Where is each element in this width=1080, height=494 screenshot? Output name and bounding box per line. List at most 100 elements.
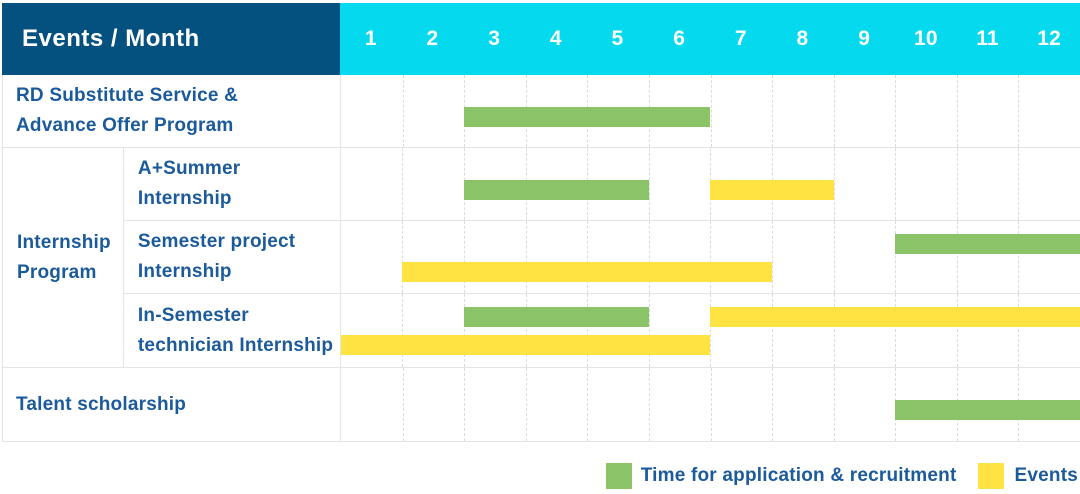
month-gridline [1018,294,1020,367]
gantt-chart-cell [339,148,1080,220]
month-gridline [1018,148,1020,220]
month-header-cell: 6 [673,27,686,50]
table-header-row: Events / Month 1 2 3 4 5 6 7 8 9 10 11 12 [2,3,1080,75]
legend-application-label: Time for application & recruitment [640,465,957,486]
month-header-cell: 10 [913,27,938,50]
month-gridline [648,294,650,367]
month-header-cell: 1 [364,27,377,50]
legend-events-label: Events [1014,465,1078,486]
group-label: Internship Program [3,148,124,367]
gantt-chart-cell [339,294,1080,367]
row-label: In-Semester technician Internship [124,294,340,367]
month-gridline [895,294,897,367]
month-header-cell: 3 [488,27,501,50]
group-label-line: Program [17,261,97,283]
gantt-bar-green [464,307,649,327]
gantt-chart-cell [340,75,1080,147]
table-row: RD Substitute Service & Advance Offer Pro… [3,75,1080,148]
month-gridline [402,148,404,220]
month-gridline [833,294,835,367]
month-header-cell: 2 [426,27,439,50]
gantt-bar-yellow [710,180,834,200]
row-label-line: In-Semester [137,304,249,326]
month-gridline [1018,221,1020,293]
month-gridline [402,75,404,147]
month-gridline [587,294,589,367]
table-body: RD Substitute Service & Advance Offer Pro… [2,75,1080,442]
month-gridline [587,368,589,441]
row-label-line: Advance Offer Program [16,115,234,136]
month-header-cell: 12 [1037,27,1062,50]
month-gridline [895,221,897,293]
month-gridline [772,368,774,441]
month-gridline [771,294,773,367]
month-header-cell: 4 [549,27,562,50]
month-header-cell: 5 [611,27,624,50]
month-header-cell: 11 [976,27,999,50]
month-gridline [1018,75,1020,147]
month-gridline [464,368,466,441]
row-label: RD Substitute Service & Advance Offer Pro… [3,75,340,147]
month-header-cell: 9 [858,27,871,50]
gantt-chart-cell [339,221,1080,293]
month-gridline [772,75,774,147]
row-label-line: Internship [137,188,232,209]
group-subrows: A+Summer Internship Semester project Intern… [123,148,1080,367]
row-label-line: technician Internship [137,334,334,356]
month-gridline [833,368,835,441]
row-label: Talent scholarship [3,368,340,441]
row-label: A+Summer Internship [124,148,340,220]
chart-legend: Time for application & recruitment Event… [605,460,1078,492]
month-gridline [771,221,773,293]
gantt-bar-green [464,180,649,200]
month-gridline [956,75,958,147]
row-label-line: Internship [137,261,232,282]
table-row: A+Summer Internship [123,148,1080,221]
month-gridline [956,221,958,293]
month-gridline [464,221,466,293]
month-gridline [710,368,712,441]
month-gridline [525,294,527,367]
row-label-line: RD Substitute Service & [16,85,239,106]
row-label-line: A+Summer [137,158,241,179]
gantt-chart-cell [340,368,1080,441]
month-header-cell: 7 [734,27,747,50]
gantt-bar-green [895,400,1080,420]
month-gridline [956,294,958,367]
row-label: Semester project Internship [124,221,340,293]
month-gridline [895,75,897,147]
month-gridline [710,221,712,293]
month-gridline [710,294,712,367]
row-label-line: Semester project [137,231,296,252]
month-header-row: 1 2 3 4 5 6 7 8 9 10 11 12 [340,3,1080,75]
month-gridline [833,75,835,147]
month-gridline [833,221,835,293]
gantt-bar-green [464,107,711,127]
month-gridline [402,221,404,293]
month-header-cell: 8 [796,27,809,50]
month-gridline [402,294,404,367]
month-gridline [895,148,897,220]
month-gridline [833,148,835,220]
row-label-line: Talent scholarship [16,393,187,415]
header-label-cell: Events / Month [2,3,340,75]
table-row: Talent scholarship [3,368,1080,441]
gantt-bar-yellow [340,335,711,355]
month-gridline [525,368,527,441]
gantt-bar-green [895,234,1080,254]
table-row: In-Semester technician Internship [124,294,1080,367]
month-gridline [464,294,466,367]
table-row: Semester project Internship [123,221,1080,294]
month-gridline [648,221,650,293]
table-row-group: Internship Program A+Summer Internship Semes… [3,148,1080,368]
group-label-line: Internship [17,231,111,253]
gantt-bar-yellow [710,307,1080,327]
month-gridline [525,221,527,293]
month-gridline [956,148,958,220]
gantt-bar-yellow [402,262,772,282]
events-month-table: Events / Month 1 2 3 4 5 6 7 8 9 10 11 12 RD Substi… [2,3,1080,442]
month-gridline [648,148,650,220]
month-gridline [648,368,650,441]
legend-yellow-swatch-icon [978,463,1005,489]
